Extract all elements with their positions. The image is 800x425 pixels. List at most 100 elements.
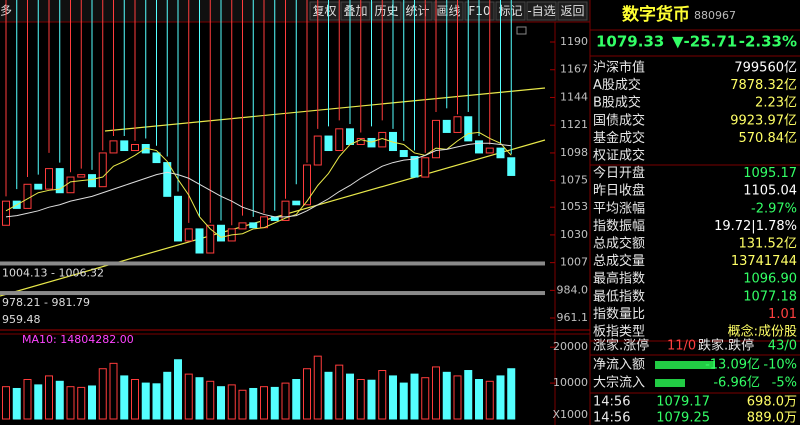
- candle-body: [174, 195, 182, 242]
- level-label: 1004.13 - 1006.32: [2, 266, 104, 279]
- y-tick-label: 961.1: [557, 311, 589, 324]
- toolbar-button-label[interactable]: 标记: [498, 4, 522, 18]
- row-value: 131.52亿: [739, 237, 798, 252]
- y-tick-label: 1121: [560, 118, 588, 131]
- change: ▼-25.71: [672, 33, 737, 51]
- flow-label: 净流入额: [593, 358, 645, 373]
- toolbar-button[interactable]: [433, 1, 464, 21]
- toolbar-button-label[interactable]: -自选: [527, 4, 555, 18]
- volume-bar: [227, 384, 236, 420]
- candle-body: [249, 222, 258, 229]
- row-value: 1096.90: [743, 272, 797, 287]
- candle-body: [195, 228, 204, 254]
- row-value: 1.01: [768, 307, 797, 322]
- volume-bar: [141, 382, 150, 420]
- toolbar-button[interactable]: [495, 1, 526, 21]
- volume-bar: [389, 375, 397, 420]
- row-label: 基金成交: [593, 130, 645, 146]
- breadth-value: 43/0: [768, 339, 797, 354]
- candle-body: [475, 140, 483, 154]
- y-tick-label: 10000: [553, 376, 588, 389]
- volume-bar: [346, 373, 354, 420]
- candle-body: [206, 224, 215, 254]
- volume-bar: [163, 371, 172, 420]
- toolbar-button-label[interactable]: 叠加: [343, 4, 367, 18]
- row-label: A股成交: [593, 77, 641, 93]
- candle-body: [421, 157, 430, 178]
- toolbar-button[interactable]: [340, 1, 371, 21]
- y-tick-label: 1190: [560, 35, 588, 48]
- tick-time: 14:56: [593, 395, 630, 410]
- candle-body: [399, 150, 408, 158]
- flow-amount: -6.96亿: [713, 376, 760, 391]
- volume-bar: [367, 379, 376, 420]
- tick-price: 1079.17: [656, 395, 710, 410]
- icon[interactable]: [516, 26, 527, 35]
- candle-body: [109, 140, 118, 154]
- toolbar-button-label[interactable]: 复权: [312, 4, 336, 18]
- row-value: 1095.17: [743, 166, 797, 181]
- y-tick-label: 20000: [553, 340, 588, 353]
- unit-label: X1000: [552, 408, 588, 421]
- volume-bar: [292, 379, 301, 420]
- row-value: 2.23亿: [755, 96, 797, 111]
- candle-body: [55, 168, 64, 194]
- change-pct: -2.33%: [739, 33, 797, 51]
- flow-label: 大宗流入: [593, 375, 645, 391]
- candle-body: [313, 135, 322, 166]
- toolbar-button[interactable]: [526, 1, 557, 21]
- volume-bar: [88, 385, 96, 420]
- candle-body: [303, 164, 311, 206]
- volume-bar: [12, 387, 21, 420]
- candle-body: [496, 147, 505, 159]
- y-tick-label: 1007: [560, 256, 588, 269]
- candle-body: [238, 222, 247, 230]
- candle-body: [184, 228, 193, 242]
- breadth-label: 涨家.涨停: [593, 338, 649, 354]
- candle-body: [88, 174, 96, 188]
- tick-price: 1079.25: [656, 411, 710, 425]
- breadth-label: 跌家.跌停: [698, 338, 754, 354]
- y-tick-label: 1053: [560, 200, 588, 213]
- tick-volume: 889.0万: [747, 411, 797, 425]
- volume-bar: [507, 368, 516, 420]
- row-label: 总成交量: [593, 253, 645, 269]
- toolbar-button-label[interactable]: 统计: [405, 4, 429, 18]
- toolbar-button-label[interactable]: 画线: [436, 4, 460, 18]
- candle-body: [389, 131, 397, 152]
- row-label: 最低指数: [593, 289, 645, 304]
- y-tick-label: 1144: [560, 90, 588, 103]
- flow-bar: [655, 361, 715, 369]
- breadth-value: 11/0: [667, 339, 696, 354]
- row-value: -2.97%: [751, 201, 797, 216]
- volume-bar: [2, 386, 10, 420]
- candle-body: [77, 174, 86, 178]
- row-label: B股成交: [593, 95, 641, 111]
- toolbar-button-label[interactable]: 返回: [560, 4, 584, 18]
- row-value: 1077.18: [743, 289, 797, 304]
- volume-bar: [77, 386, 86, 420]
- volume-bar: [23, 379, 32, 420]
- candle-body: [442, 119, 451, 133]
- volume-bar: [206, 380, 215, 420]
- row-value: 9923.97亿: [730, 113, 797, 128]
- y-tick-label: 1075: [560, 174, 588, 187]
- candle-body: [367, 137, 376, 148]
- index-name: 数字货币: [622, 4, 690, 25]
- row-value: 13741744: [731, 254, 797, 269]
- volume-bar: [303, 368, 311, 420]
- level-label: 978.21 - 981.79: [2, 296, 90, 309]
- toolbar-button[interactable]: [557, 1, 588, 21]
- candle-body: [23, 183, 32, 209]
- candle-body: [66, 176, 75, 194]
- volume-bar: [335, 364, 344, 420]
- volume-bar: [195, 377, 204, 420]
- candle-body: [131, 143, 139, 152]
- volume-bar: [281, 382, 290, 420]
- toolbar-button-label[interactable]: 历史: [374, 4, 398, 18]
- row-label: 权证成交: [593, 148, 645, 164]
- volume-bar: [475, 379, 483, 420]
- candle-body: [335, 128, 344, 152]
- y-tick-label: 1030: [560, 228, 588, 241]
